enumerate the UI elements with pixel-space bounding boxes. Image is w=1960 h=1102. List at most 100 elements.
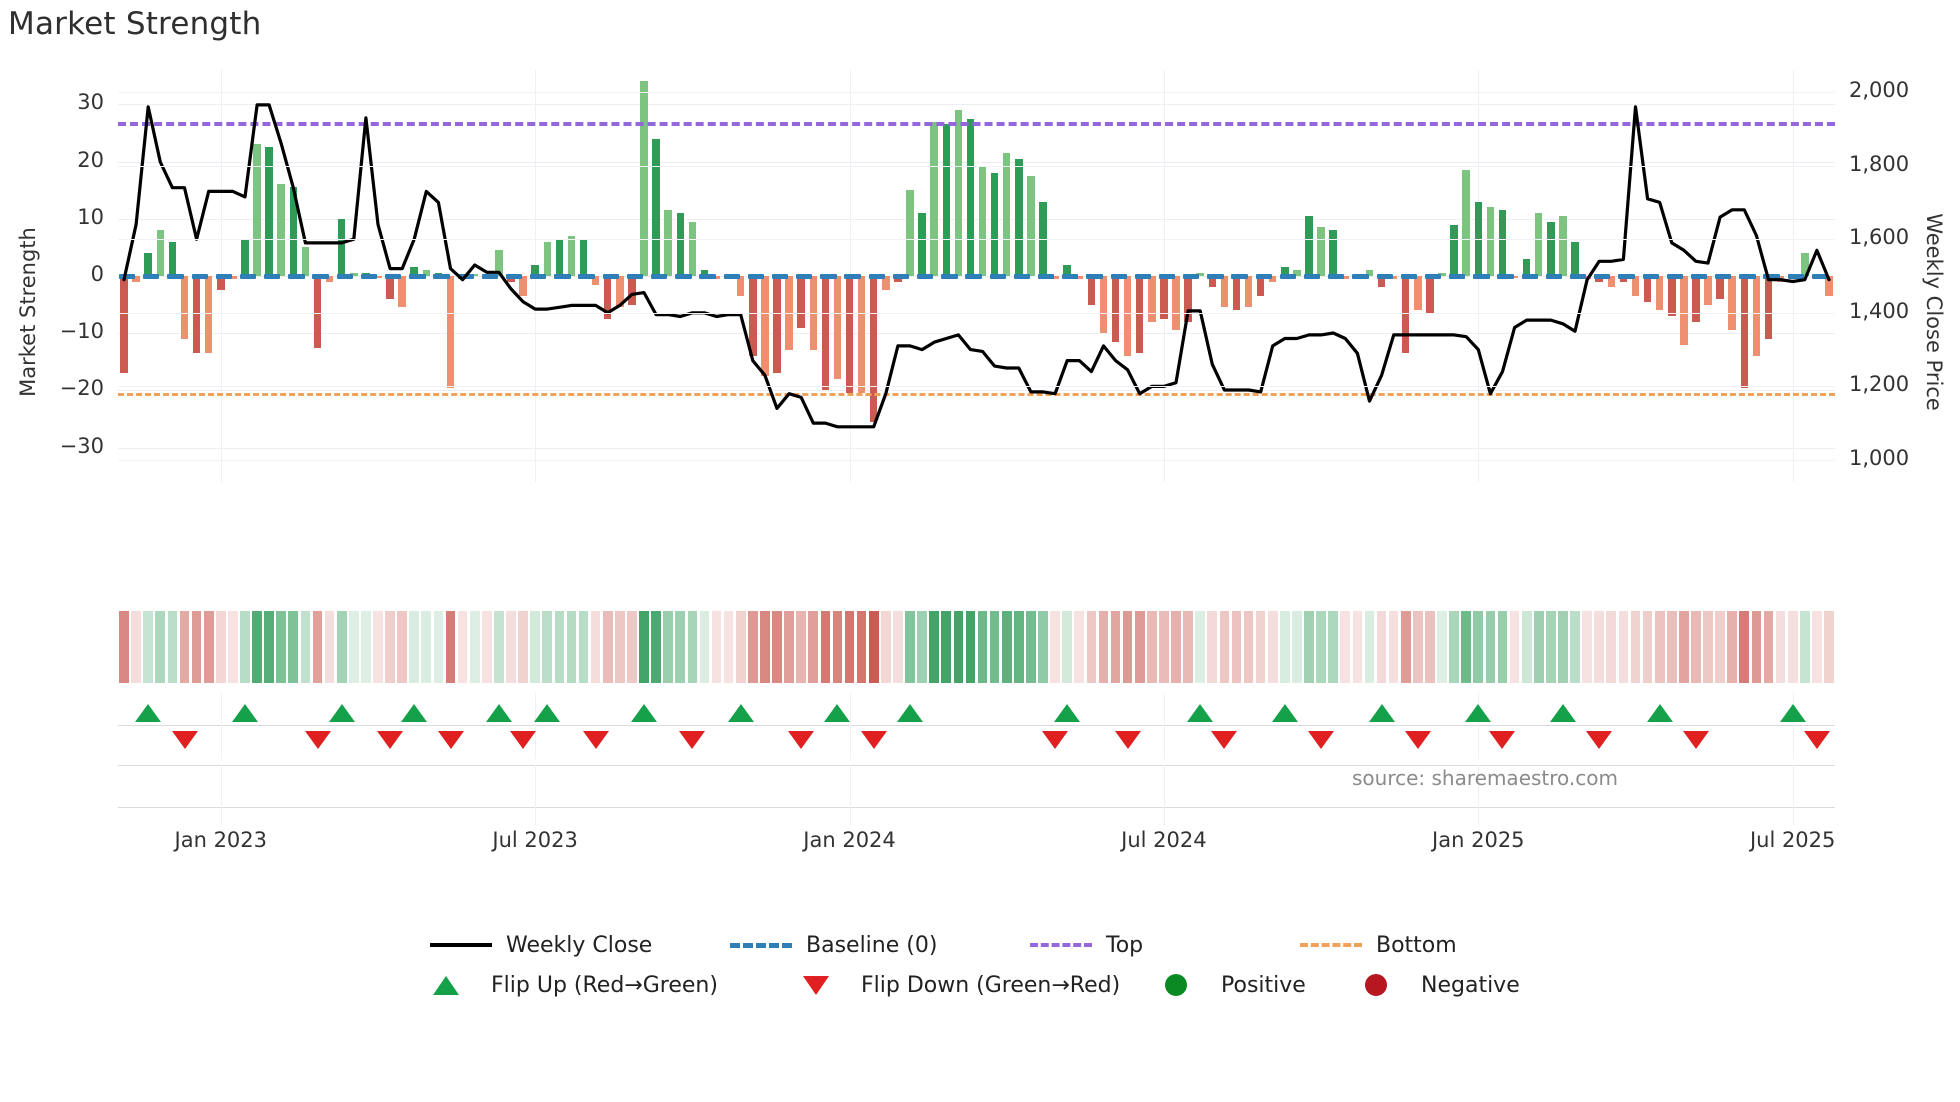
- heatmap-cell: [264, 611, 274, 683]
- heatmap-cell: [1086, 611, 1097, 683]
- strength-bar: [168, 241, 177, 276]
- strength-bar: [1039, 201, 1047, 276]
- legend-item-negative[interactable]: Negative: [1345, 973, 1545, 998]
- gridline-horizontal-secondary: [118, 386, 1835, 388]
- heatmap-cell: [1437, 611, 1447, 683]
- heatmap-cell: [772, 611, 782, 683]
- gridline-horizontal: [118, 104, 1835, 106]
- legend-item-bottom[interactable]: Bottom: [1300, 933, 1530, 958]
- baseline-segment: [1618, 274, 1635, 279]
- heatmap-cell: [300, 611, 311, 683]
- heatmap-cell: [191, 611, 202, 683]
- legend-label: Positive: [1221, 972, 1306, 998]
- gridline-vertical: [1792, 765, 1794, 825]
- heatmap-cell: [941, 611, 952, 683]
- heatmap-cell: [1122, 611, 1133, 683]
- strength-bar: [1535, 213, 1543, 276]
- strength-bar: [676, 213, 684, 276]
- heatmap-cell: [1449, 611, 1459, 683]
- heatmap-cell: [723, 611, 734, 683]
- baseline-segment: [433, 274, 450, 279]
- heatmap-cell: [433, 611, 444, 683]
- heatmap-cell: [1413, 611, 1423, 683]
- flip-down-marker: [171, 731, 198, 749]
- heatmap-cell: [215, 611, 226, 683]
- heatmap-cell: [1400, 611, 1411, 683]
- heatmap-cell: [1630, 611, 1641, 683]
- flip-down-marker: [1211, 731, 1238, 749]
- legend-item-weekly-close[interactable]: Weekly Close: [430, 933, 730, 958]
- strength-bar: [555, 238, 564, 276]
- heatmap-cell: [747, 611, 758, 683]
- baseline-segment: [1086, 274, 1103, 279]
- heatmap-cell: [1292, 611, 1302, 683]
- legend-item-positive[interactable]: Positive: [1145, 973, 1345, 998]
- flip-up-marker: [1465, 704, 1492, 722]
- strength-bar: [1135, 276, 1144, 354]
- heatmap-cell: [651, 611, 661, 683]
- legend-item-baseline[interactable]: Baseline (0): [730, 933, 1030, 958]
- heatmap-cell: [1195, 611, 1206, 683]
- heatmap-cell: [143, 611, 154, 683]
- baseline-segment: [1763, 274, 1780, 279]
- legend-item-top[interactable]: Top: [1030, 933, 1300, 958]
- strength-bar: [1680, 276, 1688, 345]
- gridline-horizontal-secondary: [118, 239, 1835, 241]
- strength-bar: [1426, 276, 1434, 314]
- page-title: Market Strength: [8, 6, 262, 42]
- strength-bar: [1063, 264, 1071, 276]
- footer-panel: [118, 765, 1835, 825]
- heatmap-cell: [639, 611, 649, 683]
- heatmap-cell: [1739, 611, 1750, 683]
- strength-bar: [918, 213, 926, 276]
- legend-label: Negative: [1421, 972, 1520, 998]
- heatmap-cell: [469, 611, 480, 683]
- heatmap-cell: [1824, 611, 1834, 683]
- strength-bar: [1728, 276, 1736, 331]
- gridline-vertical: [1163, 765, 1165, 825]
- strength-bar: [1559, 215, 1567, 276]
- baseline-segment: [1231, 274, 1248, 279]
- strength-bar: [930, 121, 938, 276]
- strength-bar: [1111, 276, 1120, 342]
- strength-bar: [1486, 207, 1495, 276]
- heatmap-cell: [1110, 611, 1121, 683]
- flip-down-marker: [1042, 731, 1069, 749]
- heatmap-cell: [228, 611, 238, 683]
- strength-bar: [192, 276, 201, 354]
- heatmap-cell: [554, 611, 565, 683]
- baseline-dash-icon: [730, 942, 792, 948]
- strength-bar: [628, 276, 636, 305]
- strength-heatmap-strip: [118, 611, 1835, 683]
- flip-up-marker: [1054, 704, 1081, 722]
- baseline-segment: [1715, 274, 1732, 279]
- baseline-segment: [1279, 274, 1297, 279]
- flip-down-marker: [377, 731, 404, 749]
- flip-down-marker: [1404, 731, 1431, 749]
- strength-bar: [325, 276, 334, 282]
- flip-panel-axis: [118, 725, 1835, 726]
- left-tick-label: 10: [77, 204, 104, 229]
- strength-bar: [1160, 276, 1168, 319]
- heatmap-cell: [711, 611, 722, 683]
- baseline-segment: [771, 274, 789, 279]
- baseline-segment: [119, 274, 136, 279]
- strength-bar: [1220, 276, 1229, 308]
- baseline-segment: [1207, 274, 1224, 279]
- weekly-close-line: [122, 103, 1831, 429]
- red-dot-icon: [1365, 974, 1387, 996]
- heatmap-cell: [965, 611, 976, 683]
- strength-bar: [749, 276, 757, 357]
- legend-item-flip-up[interactable]: Flip Up (Red→Green): [415, 973, 785, 998]
- flip-up-marker: [534, 704, 561, 722]
- heatmap-cell: [1255, 611, 1266, 683]
- legend-item-flip-down[interactable]: Flip Down (Green→Red): [785, 973, 1145, 998]
- baseline-segment: [288, 274, 305, 279]
- gridline-horizontal: [118, 161, 1835, 163]
- heatmap-cell: [445, 611, 456, 683]
- heatmap-cell: [1642, 611, 1653, 683]
- flip-up-marker: [485, 704, 512, 722]
- heatmap-cell: [832, 611, 843, 683]
- strength-bar: [773, 276, 781, 374]
- strength-bar: [1015, 158, 1023, 276]
